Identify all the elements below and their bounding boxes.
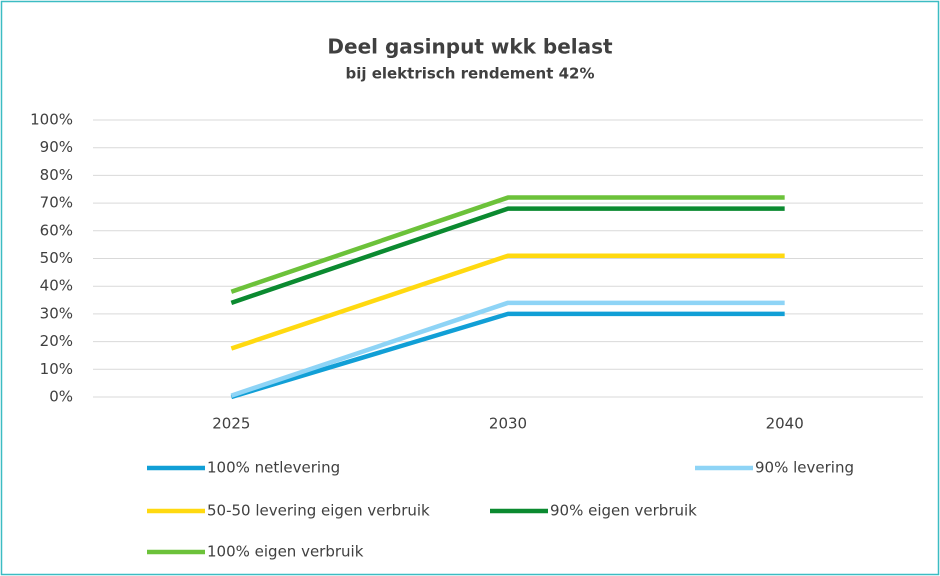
series-line xyxy=(230,253,785,351)
y-tick-label: 10% xyxy=(40,360,73,378)
y-tick-label: 100% xyxy=(30,111,73,129)
legend-label: 90% eigen verbruik xyxy=(550,502,697,520)
legend-label: 90% levering xyxy=(755,459,854,477)
series-line xyxy=(230,300,785,398)
y-tick-label: 20% xyxy=(40,332,73,350)
series-line xyxy=(230,195,785,294)
legend-label: 50-50 levering eigen verbruik xyxy=(207,502,430,520)
series-line xyxy=(230,311,785,400)
y-tick-label: 30% xyxy=(40,304,73,322)
x-tick-label: 2030 xyxy=(489,415,527,433)
y-tick-label: 0% xyxy=(49,388,73,406)
y-tick-label: 40% xyxy=(40,277,73,295)
chart-subtitle: bij elektrisch rendement 42% xyxy=(345,65,594,83)
y-tick-label: 70% xyxy=(40,194,73,212)
x-tick-label: 2025 xyxy=(212,415,250,433)
y-tick-label: 50% xyxy=(40,249,73,267)
y-tick-label: 80% xyxy=(40,166,73,184)
chart-title: Deel gasinput wkk belast xyxy=(327,35,613,59)
y-tick-label: 60% xyxy=(40,221,73,239)
x-tick-label: 2040 xyxy=(766,415,804,433)
series-line xyxy=(230,206,785,305)
legend-label: 100% eigen verbruik xyxy=(207,543,364,561)
legend-label: 100% netlevering xyxy=(207,459,340,477)
y-tick-label: 90% xyxy=(40,138,73,156)
